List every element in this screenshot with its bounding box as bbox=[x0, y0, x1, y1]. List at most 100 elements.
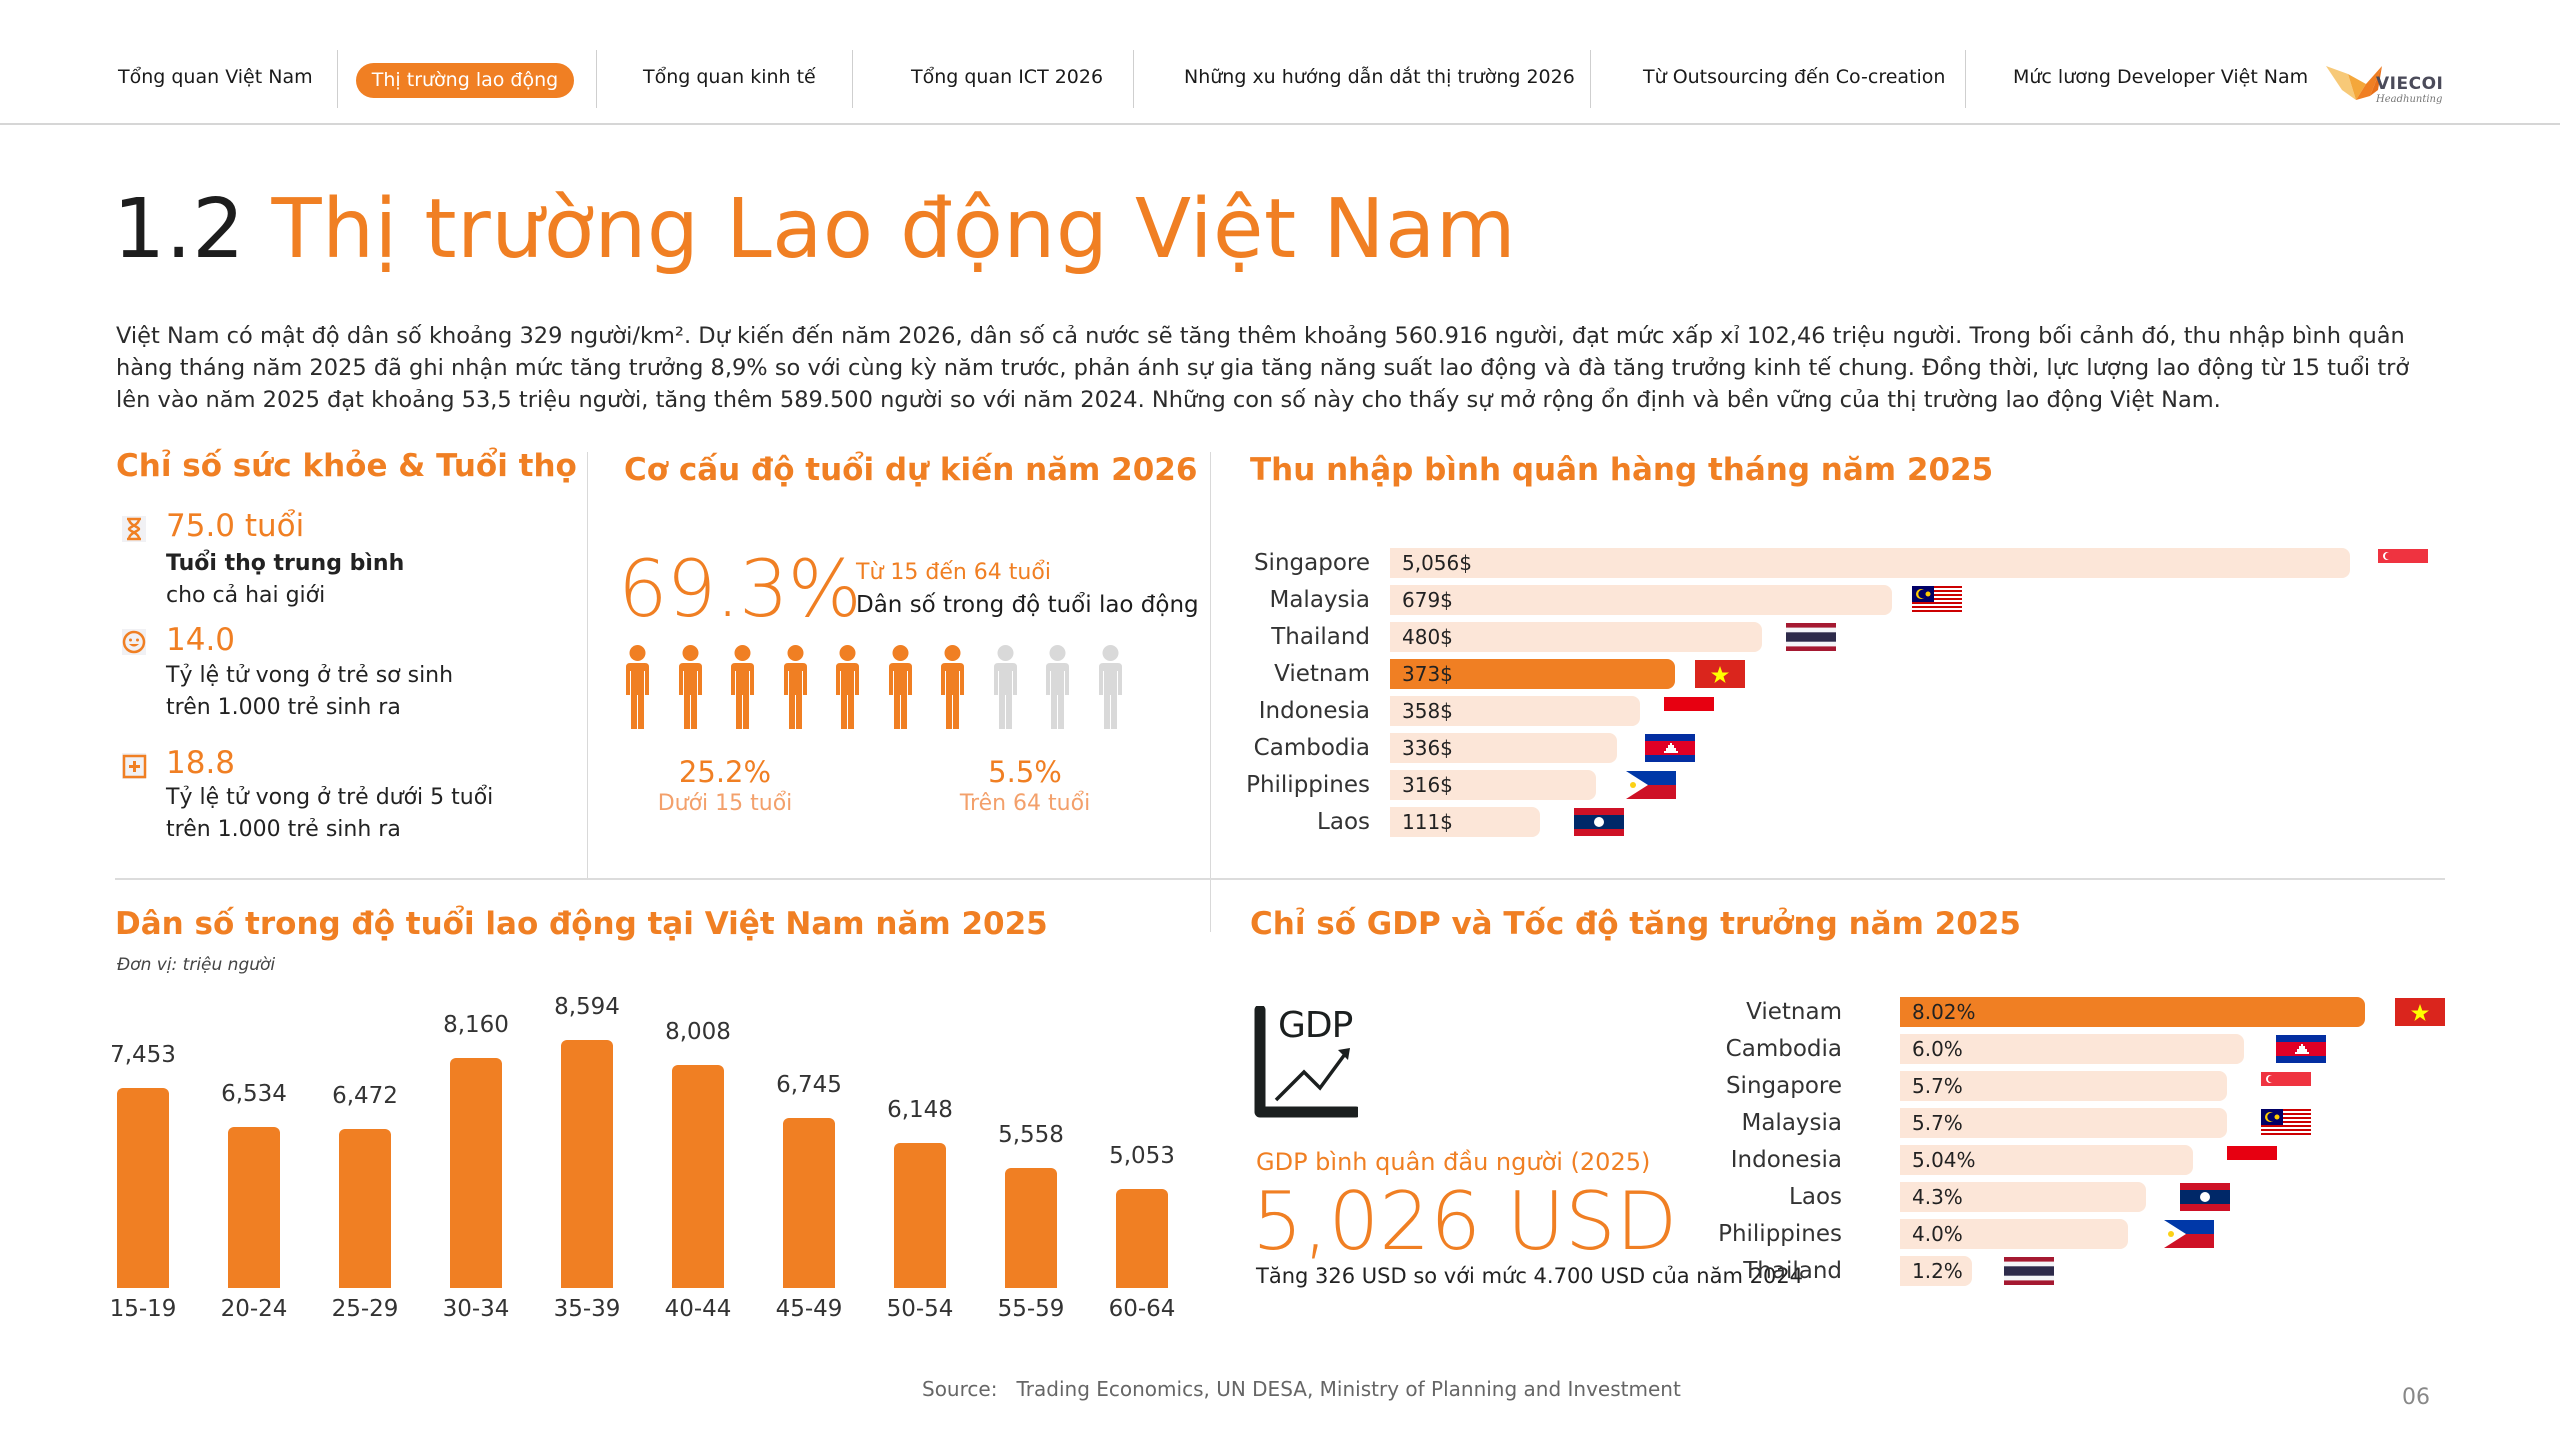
gdp-bar-malaysia: 5.7% bbox=[1900, 1108, 2227, 1138]
nav-item-outsourcing-cocreation[interactable]: Từ Outsourcing đến Co-creation bbox=[1643, 66, 1946, 88]
income-value: 336$ bbox=[1402, 736, 1453, 760]
income-bar-cambodia: 336$ bbox=[1390, 733, 1617, 763]
labor-bar-value: 8,594 bbox=[554, 994, 620, 1020]
person-icon bbox=[1046, 645, 1069, 729]
life-expectancy-value: 75.0 tuổi bbox=[166, 508, 305, 544]
income-value: 358$ bbox=[1402, 699, 1453, 723]
column-divider bbox=[587, 452, 588, 878]
flag-cambodia-icon bbox=[1645, 734, 1695, 762]
age-group-label: 60-64 bbox=[1108, 1296, 1176, 1322]
flag-thailand-icon bbox=[2004, 1257, 2054, 1285]
person-icon bbox=[888, 645, 912, 729]
gdp-bar-vietnam: 8.02% bbox=[1900, 997, 2365, 1027]
flag-indonesia-icon bbox=[1664, 697, 1714, 725]
gdp-growth-value: 6.0% bbox=[1912, 1037, 1963, 1061]
labor-bar-value: 5,558 bbox=[998, 1122, 1064, 1148]
labor-bar-value: 6,148 bbox=[887, 1097, 953, 1123]
country-label: Vietnam bbox=[1746, 999, 1842, 1025]
flag-vietnam-icon bbox=[1695, 660, 1745, 688]
nav-item-economic-overview[interactable]: Tổng quan kinh tế bbox=[643, 66, 816, 88]
source-text: Trading Economics, UN DESA, Ministry of … bbox=[1016, 1377, 1681, 1401]
section-number: 1.2 bbox=[113, 182, 245, 277]
gdp-row-vietnam: Vietnam bbox=[1700, 997, 1842, 1027]
nav-item-vietnam-overview[interactable]: Tổng quan Việt Nam bbox=[118, 66, 313, 88]
working-age-percentage: 69.3% bbox=[618, 545, 862, 635]
labor-bar-45-49 bbox=[783, 1118, 835, 1288]
labor-bar-30-34 bbox=[450, 1058, 502, 1288]
country-label: Cambodia bbox=[1253, 735, 1370, 761]
income-value: 111$ bbox=[1402, 810, 1453, 834]
gdp-bar-singapore: 5.7% bbox=[1900, 1071, 2227, 1101]
gdp-icon-text: GDP bbox=[1278, 1005, 1353, 1046]
labor-bar-25-29 bbox=[339, 1129, 391, 1288]
age-group-label: 55-59 bbox=[997, 1296, 1065, 1322]
under15-stat: 25.2% Dưới 15 tuổi bbox=[640, 755, 810, 816]
gdp-growth-value: 8.02% bbox=[1912, 1000, 1976, 1024]
age-group-label: 20-24 bbox=[220, 1296, 288, 1322]
labor-bar-value: 8,160 bbox=[443, 1012, 509, 1038]
income-row-malaysia: Malaysia bbox=[1210, 585, 1370, 615]
nav-item-labor-market-active[interactable]: Thị trường lao động bbox=[356, 63, 574, 98]
country-label: Cambodia bbox=[1725, 1036, 1842, 1062]
country-label: Laos bbox=[1317, 809, 1370, 835]
gdp-growth-value: 5.04% bbox=[1912, 1148, 1976, 1172]
page-title: 1.2 Thị trường Lao động Việt Nam bbox=[113, 180, 1516, 280]
country-label: Philippines bbox=[1246, 772, 1370, 798]
flag-laos-icon bbox=[2180, 1183, 2230, 1211]
health-section-title: Chỉ số sức khỏe & Tuổi thọ bbox=[116, 448, 577, 484]
gdp-row-indonesia: Indonesia bbox=[1700, 1145, 1842, 1175]
column-divider bbox=[1210, 452, 1211, 932]
viecoi-logo[interactable]: VIECOI Headhunting bbox=[2326, 60, 2446, 112]
age-group-label: 15-19 bbox=[109, 1296, 177, 1322]
country-label: Indonesia bbox=[1258, 698, 1370, 724]
labor-bar-value: 7,453 bbox=[110, 1042, 176, 1068]
flag-indonesia-icon bbox=[2227, 1146, 2277, 1174]
age-structure-title: Cơ cấu độ tuổi dự kiến năm 2026 bbox=[624, 452, 1198, 488]
labor-bar-value: 5,053 bbox=[1109, 1143, 1175, 1169]
gdp-growth-value: 4.0% bbox=[1912, 1222, 1963, 1246]
baby-face-icon bbox=[122, 629, 146, 655]
flag-laos-icon bbox=[1574, 808, 1624, 836]
country-label: Thailand bbox=[1271, 624, 1370, 650]
gdp-growth-value: 5.7% bbox=[1912, 1111, 1963, 1135]
gdp-row-singapore: Singapore bbox=[1700, 1071, 1842, 1101]
section-divider bbox=[115, 878, 2445, 880]
gdp-bar-indonesia: 5.04% bbox=[1900, 1145, 2193, 1175]
nav-item-ict-2026[interactable]: Tổng quan ICT 2026 bbox=[911, 66, 1104, 88]
person-icon bbox=[836, 645, 859, 729]
gdp-growth-chart-icon bbox=[1254, 1006, 1358, 1118]
country-label: Indonesia bbox=[1730, 1147, 1842, 1173]
age-group-label: 50-54 bbox=[886, 1296, 954, 1322]
income-row-singapore: Singapore bbox=[1210, 548, 1370, 578]
flag-malaysia-icon bbox=[2261, 1109, 2311, 1137]
labor-bar-15-19 bbox=[117, 1088, 169, 1288]
income-row-vietnam: Vietnam bbox=[1210, 659, 1370, 689]
labor-bar-40-44 bbox=[672, 1065, 724, 1288]
age-group-label: 40-44 bbox=[664, 1296, 732, 1322]
labor-bar-60-64 bbox=[1116, 1189, 1168, 1288]
gdp-growth-value: 1.2% bbox=[1912, 1259, 1963, 1283]
income-bar-singapore: 5,056$ bbox=[1390, 548, 2350, 578]
page-number: 06 bbox=[2402, 1385, 2430, 1410]
gdp-row-malaysia: Malaysia bbox=[1700, 1108, 1842, 1138]
income-bar-thailand: 480$ bbox=[1390, 622, 1762, 652]
country-label: Thailand bbox=[1743, 1258, 1842, 1284]
nav-item-market-trends-2026[interactable]: Những xu hướng dẫn dắt thị trường 2026 bbox=[1184, 66, 1575, 88]
gdp-per-capita-value: 5,026 USD bbox=[1252, 1175, 1678, 1268]
over64-value: 5.5% bbox=[988, 755, 1062, 789]
gdp-change-note: Tăng 326 USD so với mức 4.700 USD của nă… bbox=[1256, 1264, 1804, 1288]
gdp-per-capita-label: GDP bình quân đầu người (2025) bbox=[1256, 1148, 1651, 1176]
over64-stat: 5.5% Trên 64 tuổi bbox=[940, 755, 1110, 816]
gdp-section-title: Chỉ số GDP và Tốc độ tăng trưởng năm 202… bbox=[1250, 906, 2021, 942]
income-value: 316$ bbox=[1402, 773, 1453, 797]
nav-divider bbox=[596, 50, 597, 108]
person-icon bbox=[678, 645, 702, 729]
over64-label: Trên 64 tuổi bbox=[959, 791, 1091, 816]
person-icon bbox=[1098, 645, 1122, 729]
gdp-row-thailand: Thailand bbox=[1700, 1256, 1842, 1286]
infant-mortality-label: Tỷ lệ tử vong ở trẻ sơ sinh bbox=[166, 663, 454, 688]
labor-chart-unit: Đơn vị: triệu người bbox=[117, 955, 276, 975]
labor-bar-value: 6,745 bbox=[776, 1072, 842, 1098]
under15-value: 25.2% bbox=[678, 755, 772, 789]
nav-item-developer-salary[interactable]: Mức lương Developer Việt Nam bbox=[2013, 66, 2309, 88]
